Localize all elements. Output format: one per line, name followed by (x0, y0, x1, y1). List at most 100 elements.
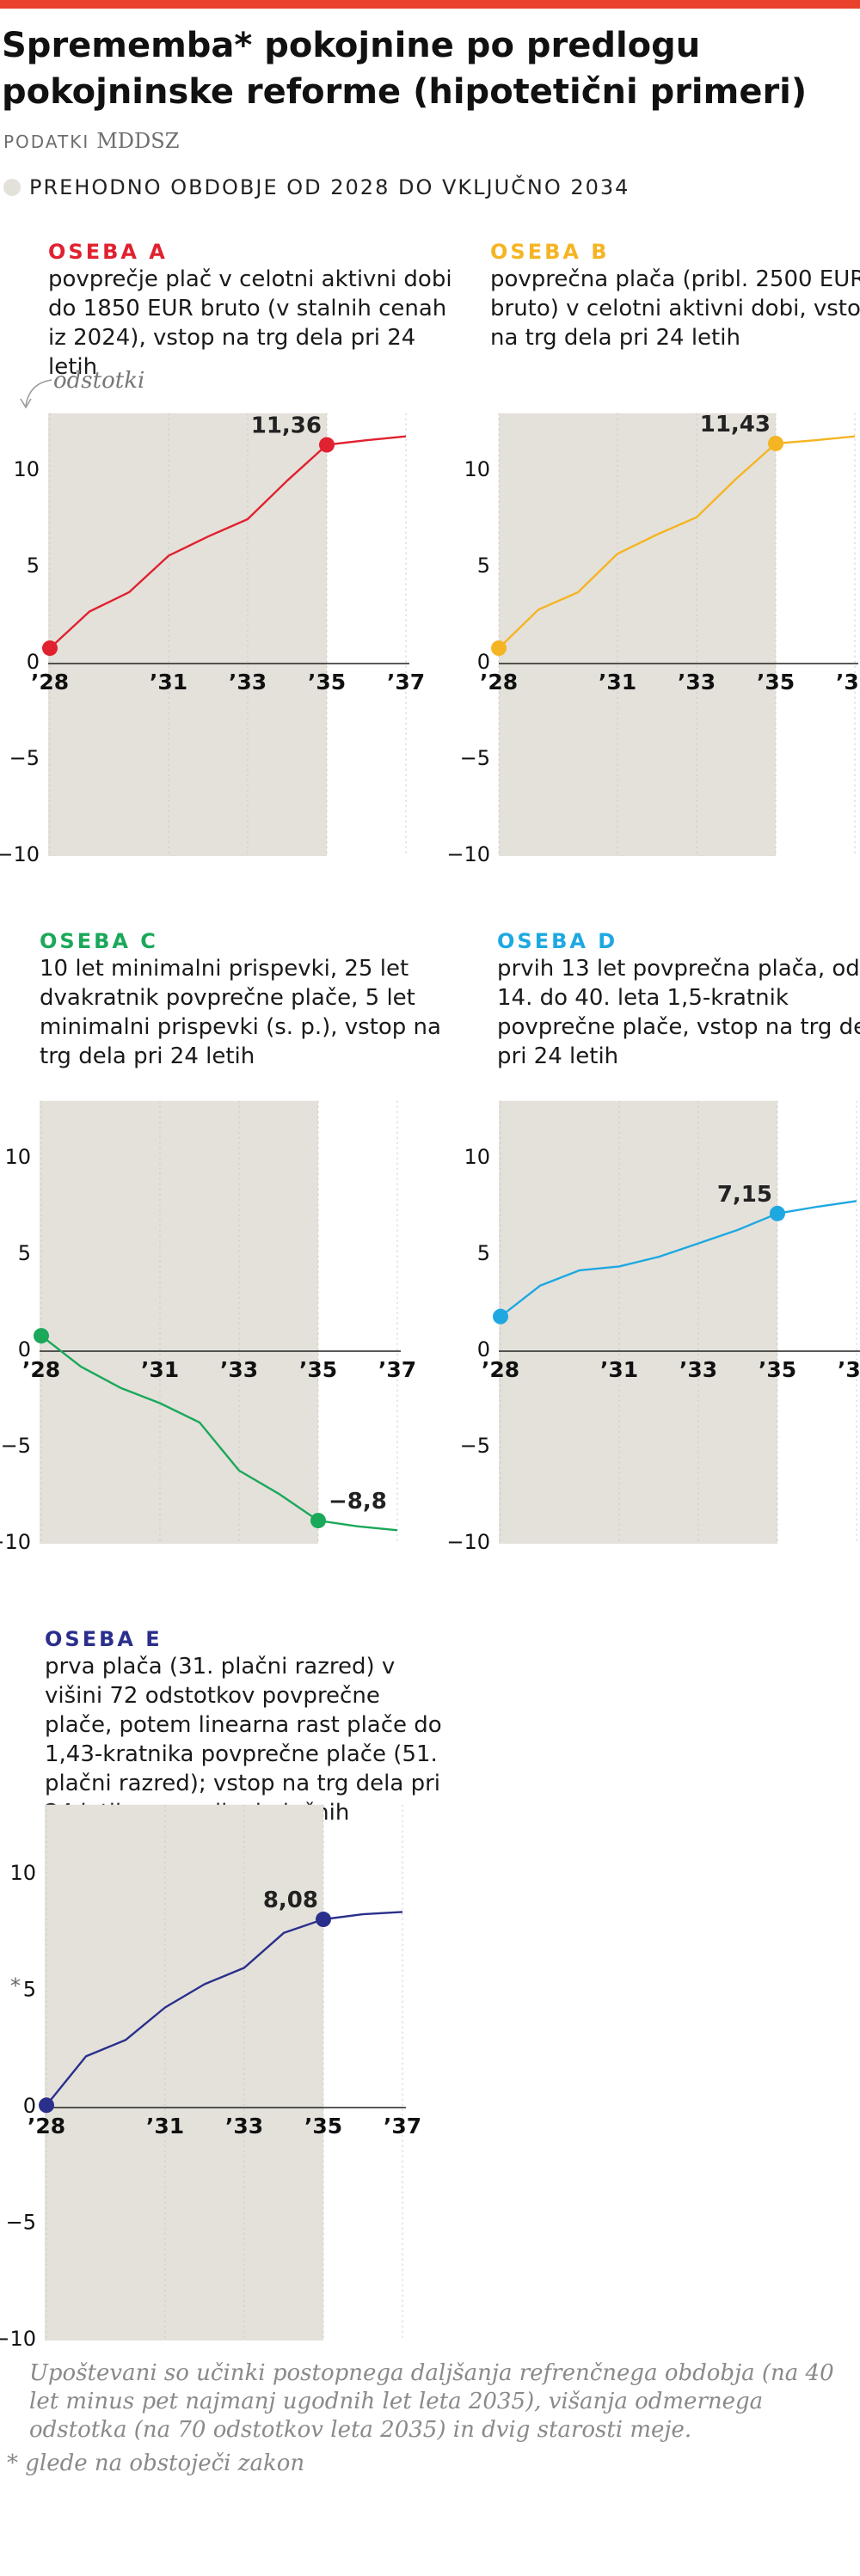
value-label-2035: 11,43 (700, 412, 771, 437)
y-tick-label: −10 (0, 2327, 36, 2351)
data-point-2035 (310, 1513, 326, 1529)
data-point-start (39, 2097, 54, 2114)
y-tick-label: 10 (4, 1145, 31, 1169)
y-tick-label: −5 (1, 1434, 31, 1458)
y-axis-unit-label: odstotki (53, 368, 145, 394)
y-tick-label: 10 (9, 1861, 36, 1885)
y-tick-label: 0 (18, 1337, 31, 1361)
x-tick-label: ’35 (308, 670, 346, 694)
y-tick-label: 10 (464, 457, 490, 481)
value-label-2035: 8,08 (263, 1888, 318, 1913)
source-label: PODATKI (3, 132, 90, 152)
legend-swatch (3, 179, 21, 196)
data-point-start (493, 1308, 508, 1325)
series-line (498, 435, 856, 649)
person-b-name: OSEBA B (490, 240, 610, 264)
x-tick-label: ’37 (838, 1357, 860, 1382)
x-tick-label: ’28 (22, 1357, 60, 1382)
series-line (40, 1335, 398, 1532)
y-tick-label: 5 (477, 554, 490, 578)
y-tick-label: 5 (18, 1241, 31, 1265)
y-tick-label: −10 (446, 842, 490, 866)
y-tick-label: −10 (446, 1530, 490, 1554)
y-tick-label: 10 (13, 457, 40, 481)
x-tick-label: ’35 (304, 2114, 342, 2139)
person-b-header: OSEBA B povprečna plača (pribl. 2500 EUR… (490, 239, 860, 352)
person-c-description: 10 let minimalni prispevki, 25 let dvakr… (40, 956, 441, 1069)
y-tick-label: −10 (0, 842, 40, 866)
y-tick-label: −5 (6, 2211, 36, 2235)
y-tick-label: 5 (23, 1978, 36, 2002)
x-tick-label: ’31 (600, 1357, 638, 1382)
x-tick-label: ’35 (759, 1357, 796, 1382)
person-c-name: OSEBA C (40, 929, 158, 953)
transition-period-band (45, 1804, 323, 2340)
x-tick-label: ’33 (678, 670, 716, 694)
value-label-2035: 7,15 (717, 1182, 772, 1208)
y-tick-label: −10 (0, 1530, 31, 1554)
chart-oseba-e: 10 5 0 −5 −10 ’28 ’31 ’33 ’35 ’37 8,08 * (0, 1804, 421, 2351)
legend: PREHODNO OBDOBJE OD 2028 DO VKLJUČNO 203… (3, 175, 630, 199)
source-line: PODATKI MDDSZ (3, 129, 179, 153)
x-tick-label: ’37 (836, 670, 860, 694)
person-c-header: OSEBA C 10 let minimalni prispevki, 25 l… (40, 928, 444, 1071)
chart-oseba-c: 10 5 0 −5 −10 ’28 ’31 ’33 ’35 ’37 −8,8 (0, 1100, 416, 1554)
data-point-2035 (316, 1912, 331, 1928)
page-title: Sprememba* pokojnine po predlogu pokojni… (2, 26, 808, 112)
value-label-2035: 11,36 (251, 413, 322, 439)
x-tick-label: ’35 (757, 670, 795, 694)
x-tick-label: ’37 (387, 670, 425, 694)
chart-oseba-d: 10 5 0 −5 −10 ’28 ’31 ’33 ’35 ’37 7,15 (446, 1100, 860, 1554)
x-tick-label: ’31 (150, 670, 187, 694)
person-a-description: povprečje plač v celotni aktivni dobi do… (48, 266, 452, 380)
y-tick-label: 0 (477, 650, 490, 674)
top-accent-bar (0, 0, 860, 9)
series-line (500, 1200, 857, 1318)
odstotki-arrow (20, 379, 52, 409)
x-tick-label: ’33 (225, 2114, 263, 2139)
y-tick-label: 0 (477, 1337, 490, 1361)
transition-period-band (499, 413, 776, 856)
data-point-2035 (319, 437, 335, 453)
person-b-description: povprečna plača (pribl. 2500 EUR bruto) … (490, 266, 860, 351)
y-tick-label: −5 (460, 746, 490, 770)
y-tick-label: 10 (464, 1145, 490, 1169)
x-tick-label: ’33 (220, 1357, 258, 1382)
x-tick-label: ’31 (141, 1357, 179, 1382)
x-tick-label: ’35 (299, 1357, 337, 1382)
x-tick-label: ’28 (28, 2114, 65, 2139)
series-line (49, 435, 407, 649)
person-a-header: OSEBA A povprečje plač v celotni aktivni… (48, 239, 452, 382)
chart-oseba-a: 10 5 0 −5 −10 ’28 ’31 ’33 ’35 ’37 11,36 (0, 413, 425, 866)
data-point-start (491, 640, 507, 657)
data-point-2035 (770, 1205, 785, 1221)
person-d-description: prvih 13 let povprečna plača, od 14. do … (497, 956, 860, 1069)
data-point-2035 (768, 435, 783, 451)
y-tick-label: 0 (27, 650, 40, 674)
x-tick-label: ’31 (146, 2114, 184, 2139)
x-tick-label: ’28 (482, 1357, 519, 1382)
person-e-name: OSEBA E (45, 1627, 163, 1651)
x-tick-label: ’31 (599, 670, 636, 694)
x-tick-label: ’28 (480, 670, 518, 694)
data-point-start (34, 1328, 49, 1344)
person-d-name: OSEBA D (497, 929, 618, 953)
series-line (46, 1911, 403, 2107)
star-footnote: * glede na obstoječi zakon (7, 2451, 305, 2476)
x-tick-label: ’33 (679, 1357, 717, 1382)
y-tick-label: 5 (477, 1241, 490, 1265)
y-tick-label: −5 (460, 1434, 490, 1458)
x-tick-label: ’37 (384, 2114, 421, 2139)
data-point-start (42, 640, 58, 657)
person-d-header: OSEBA D prvih 13 let povprečna plača, od… (497, 928, 860, 1071)
x-tick-label: ’37 (378, 1357, 416, 1382)
transition-period-band (499, 1100, 777, 1544)
chart-oseba-b: 10 5 0 −5 −10 ’28 ’31 ’33 ’35 ’37 11,43 (446, 412, 860, 866)
x-tick-label: ’28 (31, 670, 69, 694)
person-a-name: OSEBA A (48, 240, 168, 264)
footnote: Upoštevani so učinki postopnega daljšanj… (29, 2360, 834, 2443)
transition-period-band (40, 1100, 318, 1544)
value-label-2035: −8,8 (329, 1489, 387, 1514)
x-tick-label: ’33 (229, 670, 267, 694)
y-tick-label: −5 (9, 746, 40, 770)
